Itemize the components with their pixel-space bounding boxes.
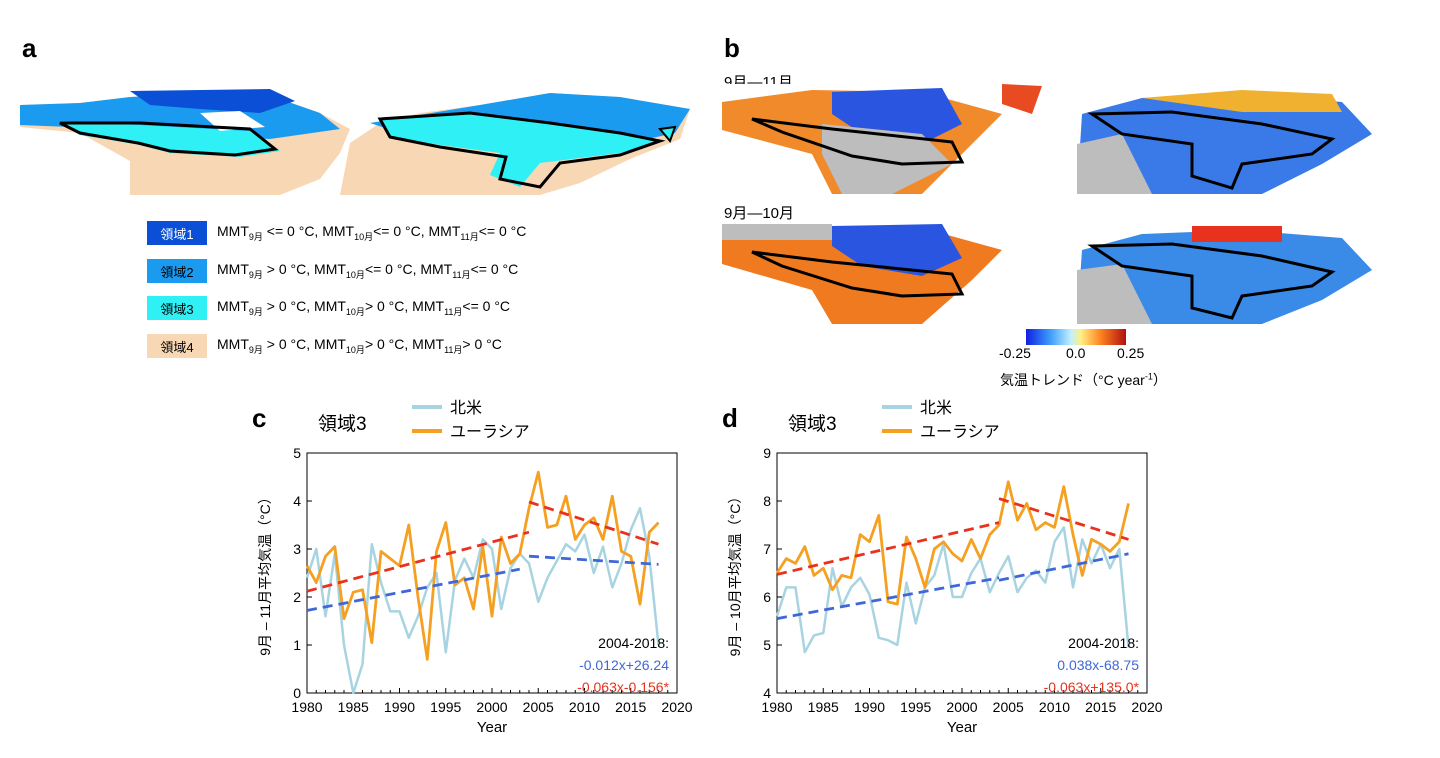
trend-line-d-2 [998, 552, 1129, 582]
panel-b-label: b [724, 33, 740, 63]
chart-d-title: 領域3 [788, 413, 837, 435]
legend-label-c-1: ユーラシア [450, 424, 530, 441]
legend-label-d-1: ユーラシア [920, 424, 1000, 441]
xtick-label-d-2005: 2005 [993, 699, 1024, 715]
legend-name-1: 領域1 [160, 226, 194, 242]
legend-row-1: 領域1 MMT9月 <= 0 °C, MMT10月<= 0 °C, MMT11月… [147, 221, 526, 245]
legend-name-2: 領域2 [160, 264, 194, 280]
colorbar-tick-min: -0.25 [999, 345, 1031, 361]
xtick-label-c-1980: 1980 [291, 699, 322, 715]
legend-swatch-1: 領域1 [147, 221, 207, 245]
xtick-label-d-2015: 2015 [1085, 699, 1116, 715]
panel-a-map [20, 83, 700, 195]
trend-line-c-1 [306, 530, 530, 593]
legend-swatch-2: 領域2 [147, 259, 207, 283]
ytick-label-d-4: 4 [763, 685, 771, 701]
xtick-label-c-1985: 1985 [338, 699, 369, 715]
xtick-label-d-2020: 2020 [1131, 699, 1162, 715]
legend-text-4: MMT9月 > 0 °C, MMT10月> 0 °C, MMT11月> 0 °C [217, 336, 502, 355]
ytick-label-c-2: 2 [293, 589, 301, 605]
annotation-eu-c: -0.063x-0.156* [577, 679, 669, 695]
xtick-label-d-2000: 2000 [946, 699, 977, 715]
xtick-label-d-1995: 1995 [900, 699, 931, 715]
legend-text-3: MMT9月 > 0 °C, MMT10月> 0 °C, MMT11月<= 0 °… [217, 298, 511, 317]
annotation-eu-d: -0.063x+135.0* [1044, 679, 1140, 695]
annotation-na-c: -0.012x+26.24 [579, 657, 669, 673]
ytick-label-d-5: 5 [763, 637, 771, 653]
legend-swatch-3: 領域3 [147, 296, 207, 320]
xtick-label-d-1980: 1980 [761, 699, 792, 715]
ylabel-d: 9月 – 10月平均気温（°C） [727, 490, 743, 657]
annotation-na-d: 0.038x-68.75 [1057, 657, 1139, 673]
ytick-label-c-1: 1 [293, 637, 301, 653]
xtick-label-c-2005: 2005 [523, 699, 554, 715]
trend-line-c-3 [528, 500, 659, 546]
ytick-label-c-5: 5 [293, 445, 301, 461]
legend-label-d-0: 北米 [920, 399, 952, 417]
trend-line-c-0 [306, 567, 521, 612]
series-line-d-0 [775, 526, 1130, 654]
annotation-header-d: 2004-2018: [1068, 635, 1139, 651]
colorbar [1026, 329, 1126, 345]
map2-title: 9月—10月 [724, 205, 795, 222]
xtick-label-c-2015: 2015 [615, 699, 646, 715]
colorbar-tick-mid: 0.0 [1066, 345, 1086, 361]
trend-line-c-2 [528, 554, 659, 566]
ylabel-c: 9月 – 11月平均気温（°C） [257, 490, 273, 656]
ytick-label-d-8: 8 [763, 493, 771, 509]
trend-line-d-3 [998, 497, 1129, 541]
xlabel-c: Year [477, 719, 507, 736]
ytick-label-c-0: 0 [293, 685, 301, 701]
legend-text-1: MMT9月 <= 0 °C, MMT10月<= 0 °C, MMT11月<= 0… [217, 223, 527, 242]
annotation-header-c: 2004-2018: [598, 635, 669, 651]
series-line-c-1 [305, 470, 660, 661]
xtick-label-d-1985: 1985 [808, 699, 839, 715]
legend-swatch-4: 領域4 [147, 334, 207, 358]
xtick-label-d-1990: 1990 [854, 699, 885, 715]
trend-line-d-1 [776, 521, 1000, 576]
legend-row-2: 領域2 MMT9月 > 0 °C, MMT10月<= 0 °C, MMT11月<… [147, 259, 518, 283]
trend-map-so [722, 220, 1382, 324]
xlabel-d: Year [947, 719, 977, 736]
legend-label-c-0: 北米 [450, 399, 482, 417]
series-line-d-1 [775, 480, 1130, 606]
ytick-label-c-4: 4 [293, 493, 301, 509]
panel-d-label: d [722, 403, 738, 433]
xtick-label-c-2000: 2000 [476, 699, 507, 715]
ytick-label-d-7: 7 [763, 541, 771, 557]
xtick-label-c-1995: 1995 [430, 699, 461, 715]
xtick-label-c-2020: 2020 [661, 699, 692, 715]
xtick-label-c-1990: 1990 [384, 699, 415, 715]
legend-row-3: 領域3 MMT9月 > 0 °C, MMT10月> 0 °C, MMT11月<=… [147, 296, 510, 320]
xtick-label-d-2010: 2010 [1039, 699, 1070, 715]
legend-text-2: MMT9月 > 0 °C, MMT10月<= 0 °C, MMT11月<= 0 … [217, 261, 519, 280]
series-line-c-0 [305, 506, 660, 695]
trend-line-d-0 [776, 576, 1000, 620]
colorbar-tick-max: 0.25 [1117, 345, 1145, 361]
ytick-label-d-6: 6 [763, 589, 771, 605]
legend-name-3: 領域3 [160, 301, 194, 317]
ytick-label-d-9: 9 [763, 445, 771, 461]
chart-c-title: 領域3 [318, 413, 367, 435]
ytick-label-c-3: 3 [293, 541, 301, 557]
panel-c-label: c [252, 403, 266, 433]
legend-row-4: 領域4 MMT9月 > 0 °C, MMT10月> 0 °C, MMT11月> … [147, 334, 502, 358]
colorbar-title: 気温トレンド（°C year-1） [1000, 371, 1167, 388]
legend-name-4: 領域4 [160, 339, 194, 355]
trend-map-son [722, 84, 1382, 194]
panel-a-label: a [22, 33, 37, 63]
xtick-label-c-2010: 2010 [569, 699, 600, 715]
